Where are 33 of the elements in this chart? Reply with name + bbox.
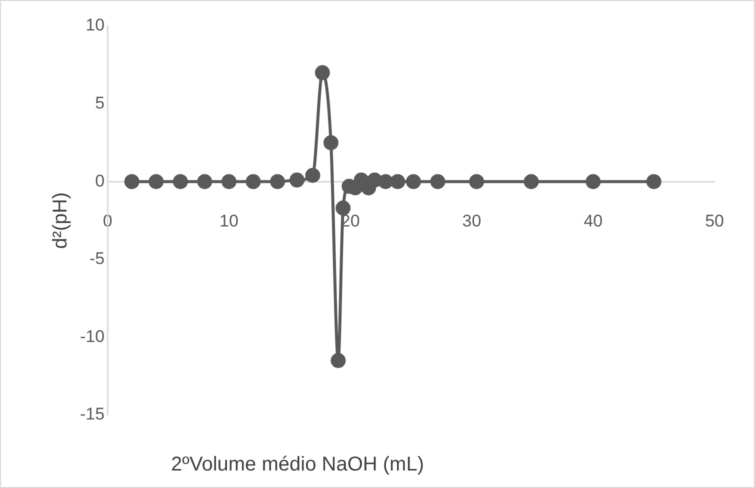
point	[336, 200, 351, 216]
point	[289, 172, 304, 188]
x-tick-label: 40	[584, 211, 603, 230]
point	[314, 65, 330, 80]
x-tick-label: 10	[220, 211, 238, 230]
point	[197, 174, 212, 190]
point	[148, 174, 164, 190]
point	[586, 174, 601, 190]
y-tick-label: 0	[95, 171, 105, 190]
point	[378, 174, 394, 190]
y-axis-title: d²(pH)	[50, 192, 72, 249]
x-tick-label: 50	[705, 211, 724, 230]
y-tick-label: -5	[89, 249, 105, 268]
point	[406, 174, 421, 190]
point	[246, 174, 261, 190]
x-axis-title: 2ºVolume médio NaOH (mL)	[171, 454, 424, 476]
point	[330, 353, 346, 368]
y-tick-label: -15	[80, 404, 105, 424]
point	[305, 168, 320, 183]
point	[430, 174, 446, 190]
point	[524, 174, 539, 190]
point	[646, 174, 662, 190]
point	[469, 174, 484, 190]
point	[221, 174, 236, 190]
point	[323, 135, 338, 150]
point	[390, 174, 406, 190]
y-tick-label: 10	[86, 16, 105, 35]
y-tick-label: -10	[80, 326, 105, 346]
x-tick-label: 30	[462, 211, 482, 230]
y-tick-label: 5	[95, 93, 105, 112]
point	[270, 174, 286, 190]
point	[172, 174, 188, 190]
point	[124, 174, 140, 190]
